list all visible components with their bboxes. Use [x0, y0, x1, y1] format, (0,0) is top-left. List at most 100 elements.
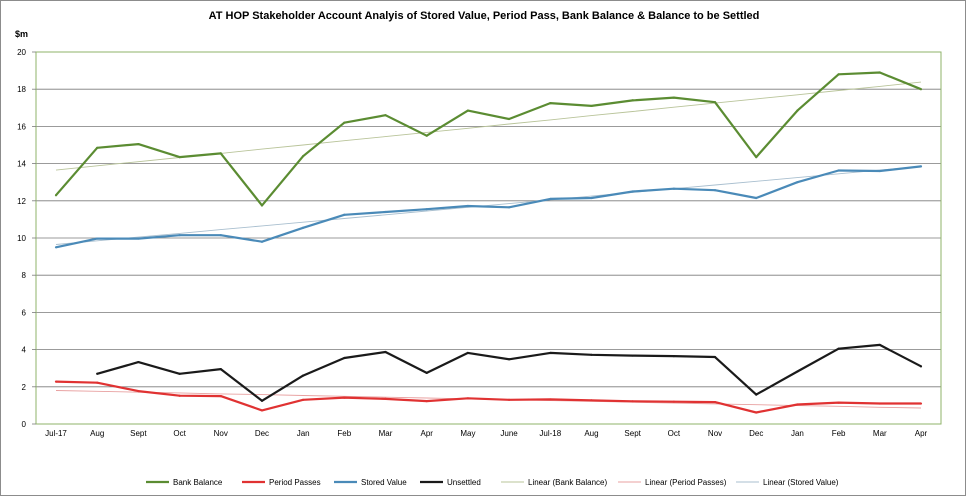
- x-tick-label: Mar: [379, 429, 393, 438]
- data-point: [302, 155, 305, 158]
- data-point: [96, 372, 99, 375]
- data-point: [507, 206, 511, 209]
- x-axis-ticks: Jul-17 Aug Sept Oct Nov Dec Jan Feb Mar Apr May Jun…: [45, 429, 927, 438]
- data-point: [343, 356, 346, 360]
- x-tick-label: Sept: [130, 429, 147, 438]
- data-point: [425, 208, 428, 211]
- data-point: [178, 234, 181, 237]
- data-point: [713, 189, 717, 192]
- legend-item-stored-value: Stored Value: [334, 478, 407, 487]
- data-point: [466, 397, 470, 400]
- legend-label: Bank Balance: [173, 478, 223, 487]
- data-point: [384, 210, 387, 214]
- x-tick-label: Aug: [584, 429, 598, 438]
- data-point: [713, 355, 717, 359]
- data-point: [425, 371, 428, 374]
- data-point: [384, 397, 387, 400]
- series-line-linear-stored-value: [55, 165, 922, 245]
- x-tick-label: Oct: [668, 429, 681, 438]
- gridlines: [36, 88, 941, 425]
- x-tick-label: Feb: [337, 429, 351, 438]
- data-point: [796, 109, 799, 112]
- data-point: [96, 381, 99, 384]
- legend-item-linear-stored-value: Linear (Stored Value): [736, 478, 839, 487]
- data-point: [672, 96, 675, 99]
- legend-label: Stored Value: [361, 478, 407, 487]
- data-point: [837, 401, 840, 404]
- data-point: [260, 240, 264, 243]
- data-point: [54, 380, 58, 383]
- data-point: [425, 134, 428, 137]
- legend-item-linear-bank-balance: Linear (Bank Balance): [501, 478, 607, 487]
- data-point: [137, 237, 140, 240]
- data-point: [466, 109, 470, 112]
- x-tick-label: Apr: [915, 429, 928, 438]
- y-tick-label: 12: [17, 197, 26, 206]
- series-bank-balance: [54, 71, 923, 207]
- data-point: [260, 399, 264, 402]
- series-line-period-passes: [55, 380, 921, 414]
- y-tick-label: 2: [22, 383, 27, 392]
- legend-label: Unsettled: [447, 478, 481, 487]
- data-point: [384, 350, 387, 354]
- data-point: [837, 169, 840, 172]
- y-axis-ticks: 0 2 4 6 8 10 12 14 16 18 20: [17, 48, 36, 429]
- x-tick-label: Feb: [832, 429, 846, 438]
- data-point: [178, 372, 181, 375]
- y-tick-label: 20: [17, 48, 26, 57]
- data-point: [590, 196, 593, 200]
- data-point: [631, 99, 634, 102]
- series-line-bank-balance: [55, 71, 922, 207]
- data-point: [384, 114, 387, 117]
- chart-title: AT HOP Stakeholder Account Analyis of St…: [209, 10, 760, 22]
- data-point: [343, 121, 346, 124]
- data-point: [631, 354, 634, 357]
- data-point: [343, 396, 346, 399]
- data-point: [837, 347, 840, 350]
- x-tick-label: June: [500, 429, 518, 438]
- data-point: [919, 365, 923, 368]
- data-point: [672, 400, 675, 403]
- data-point: [302, 398, 305, 401]
- data-point: [219, 395, 222, 398]
- data-point: [919, 402, 923, 405]
- data-point: [631, 190, 634, 193]
- data-point: [96, 146, 99, 149]
- series-period-passes: [54, 380, 923, 414]
- data-point: [549, 351, 552, 355]
- data-point: [878, 402, 881, 405]
- x-tick-label: Apr: [420, 429, 433, 438]
- data-point: [466, 204, 470, 208]
- data-point: [878, 71, 881, 74]
- x-tick-label: Oct: [173, 429, 186, 438]
- data-point: [713, 101, 717, 104]
- y-tick-label: 4: [22, 346, 27, 355]
- data-point: [590, 104, 593, 108]
- data-point: [219, 368, 222, 371]
- data-point: [178, 155, 181, 159]
- data-point: [549, 102, 552, 105]
- legend-label: Linear (Stored Value): [763, 478, 839, 487]
- series-linear-stored-value: [55, 165, 922, 245]
- data-point: [796, 403, 799, 406]
- y-tick-label: 16: [17, 122, 26, 131]
- data-point: [219, 234, 222, 237]
- y-axis-unit-label: $m: [15, 29, 28, 39]
- data-point: [672, 187, 675, 190]
- data-point: [137, 389, 140, 393]
- x-tick-label: Dec: [255, 429, 269, 438]
- data-point: [260, 409, 264, 412]
- x-tick-label: Jan: [791, 429, 804, 438]
- x-tick-label: Nov: [708, 429, 722, 438]
- series-layer: [54, 71, 923, 414]
- data-point: [96, 237, 99, 240]
- data-point: [178, 394, 181, 397]
- data-point: [137, 142, 140, 146]
- series-line-stored-value: [55, 165, 922, 249]
- legend-item-unsettled: Unsettled: [420, 478, 481, 487]
- y-tick-label: 14: [17, 160, 26, 169]
- legend-item-linear-period-passes: Linear (Period Passes): [618, 478, 727, 487]
- data-point: [755, 393, 758, 396]
- legend-label: Linear (Bank Balance): [528, 478, 607, 487]
- data-point: [796, 370, 799, 373]
